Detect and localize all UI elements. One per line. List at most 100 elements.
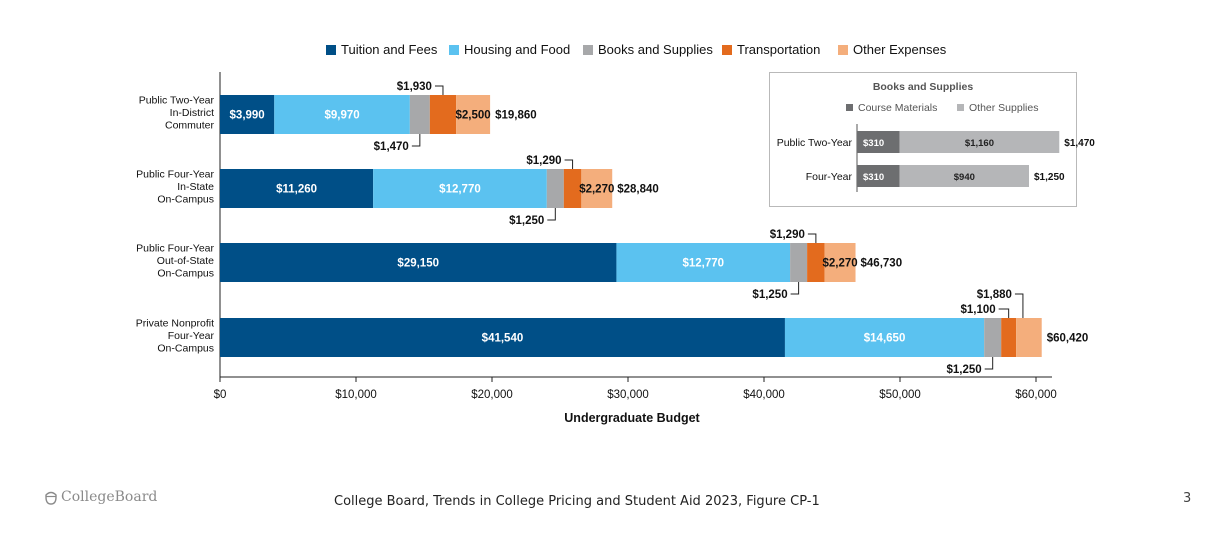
category-label: Out-of-State — [157, 255, 214, 267]
inset-bar-course-materials — [857, 131, 900, 153]
bar-segment-books — [409, 95, 430, 134]
inset-category-label: Four-Year — [806, 171, 853, 183]
inset-bar-other-supplies — [899, 165, 1029, 187]
inset-value-label: $310 — [863, 172, 884, 183]
value-label-transport: $1,290 — [770, 229, 805, 241]
inset-category-label: Public Two-Year — [777, 137, 853, 149]
category-label: Public Four-Year — [136, 169, 214, 181]
value-label-books: $1,250 — [509, 215, 544, 227]
legend-label-books: Books and Supplies — [598, 42, 713, 57]
bar-segment-housing — [373, 169, 547, 208]
value-label-books: $1,470 — [374, 141, 409, 153]
bar-segment-transport — [429, 95, 457, 134]
bar-segment-housing — [274, 95, 410, 134]
callout-line — [998, 308, 1010, 318]
callout-line — [790, 282, 800, 295]
value-label-housing: $9,970 — [324, 110, 359, 122]
x-tick-label: $20,000 — [471, 389, 513, 401]
category-label: In-District — [170, 107, 214, 119]
inset-chart: Books and Supplies Course Materials Other … — [769, 72, 1095, 207]
category-label: In-State — [177, 181, 214, 193]
logo-text: CollegeBoard — [61, 489, 158, 505]
bar-segment-other — [581, 169, 613, 208]
inset-legend-swatch-other-supplies — [957, 104, 964, 111]
bar-segment-books — [790, 243, 808, 282]
callout-line — [434, 85, 444, 95]
acorn-icon — [45, 491, 57, 505]
legend: Tuition and Fees Housing and Food Books an… — [326, 42, 947, 57]
value-label-other: $2,500 — [456, 110, 491, 122]
value-label-tuition: $29,150 — [397, 258, 439, 270]
legend-label-other: Other Expenses — [853, 42, 947, 57]
bar-segment-transport — [1001, 318, 1017, 357]
inset-legend-label-other-supplies: Other Supplies — [969, 102, 1038, 114]
value-label-transport: $1,100 — [960, 304, 995, 316]
category-label: Four-Year — [168, 330, 215, 342]
total-label: $28,840 — [617, 184, 659, 196]
inset-total-label: $1,470 — [1064, 138, 1095, 149]
bar-segment-transport — [807, 243, 825, 282]
x-tick-label: $30,000 — [607, 389, 649, 401]
total-label: $46,730 — [861, 258, 903, 270]
bar-segment-transport — [563, 169, 582, 208]
value-label-transport: $1,930 — [397, 81, 432, 93]
bar-segment-other — [824, 243, 856, 282]
x-tick-label: $0 — [214, 389, 227, 401]
value-label-other: $2,270 — [822, 258, 857, 270]
value-label-tuition: $3,990 — [230, 110, 265, 122]
category-label: On-Campus — [157, 194, 214, 206]
bar-segment-other — [1016, 318, 1042, 357]
page-number: 3 — [1183, 491, 1192, 506]
inset-bar-other-supplies — [899, 131, 1060, 153]
category-label: Public Two-Year — [139, 95, 215, 107]
x-tick-label: $40,000 — [743, 389, 785, 401]
callout-line — [984, 357, 994, 370]
total-label: $60,420 — [1047, 333, 1089, 345]
bar-segment-tuition — [220, 318, 785, 357]
value-label-housing: $14,650 — [864, 333, 906, 345]
value-label-other-callout: $1,880 — [977, 289, 1012, 301]
inset-bar-course-materials — [857, 165, 900, 187]
category-label: Commuter — [165, 120, 215, 132]
collegeboard-logo: CollegeBoard — [44, 489, 157, 505]
bar-segment-housing — [616, 243, 791, 282]
x-tick-label: $10,000 — [335, 389, 377, 401]
bar-segment-other — [456, 95, 491, 134]
inset-legend-label-course-materials: Course Materials — [858, 102, 937, 114]
legend-swatch-other — [838, 45, 848, 55]
value-label-tuition: $41,540 — [482, 333, 524, 345]
category-label: On-Campus — [157, 268, 214, 280]
category-label: On-Campus — [157, 343, 214, 355]
bar-segment-books — [546, 169, 564, 208]
legend-swatch-books — [583, 45, 593, 55]
value-label-books: $1,250 — [752, 289, 787, 301]
inset-value-label: $310 — [863, 138, 884, 149]
callout-line — [1014, 293, 1024, 318]
inset-value-label: $940 — [954, 172, 975, 183]
bar-segment-tuition — [220, 95, 275, 134]
legend-label-tuition: Tuition and Fees — [341, 42, 438, 57]
inset-title: Books and Supplies — [873, 81, 974, 93]
value-label-other: $2,270 — [579, 184, 614, 196]
callout-line — [411, 134, 421, 147]
total-label: $19,860 — [495, 110, 537, 122]
inset-value-label: $1,160 — [965, 138, 994, 149]
x-tick-label: $50,000 — [879, 389, 921, 401]
callout-line — [547, 208, 556, 221]
legend-swatch-tuition — [326, 45, 336, 55]
value-label-tuition: $11,260 — [276, 184, 317, 196]
legend-swatch-housing — [449, 45, 459, 55]
x-axis-label: Undergraduate Budget — [564, 411, 700, 425]
value-label-books: $1,250 — [946, 364, 981, 376]
legend-swatch-transport — [722, 45, 732, 55]
bar-segment-tuition — [220, 169, 374, 208]
category-label: Private Nonprofit — [136, 318, 214, 330]
bar-segment-housing — [784, 318, 985, 357]
inset-legend-swatch-course-materials — [846, 104, 853, 111]
callout-line — [564, 159, 574, 169]
x-tick-label: $60,000 — [1015, 389, 1057, 401]
inset-total-label: $1,250 — [1034, 172, 1065, 183]
axis-group: $0 $10,000 $20,000 $30,000 $40,000 $50,000 $60… — [214, 72, 1057, 425]
bar-segment-books — [984, 318, 1002, 357]
